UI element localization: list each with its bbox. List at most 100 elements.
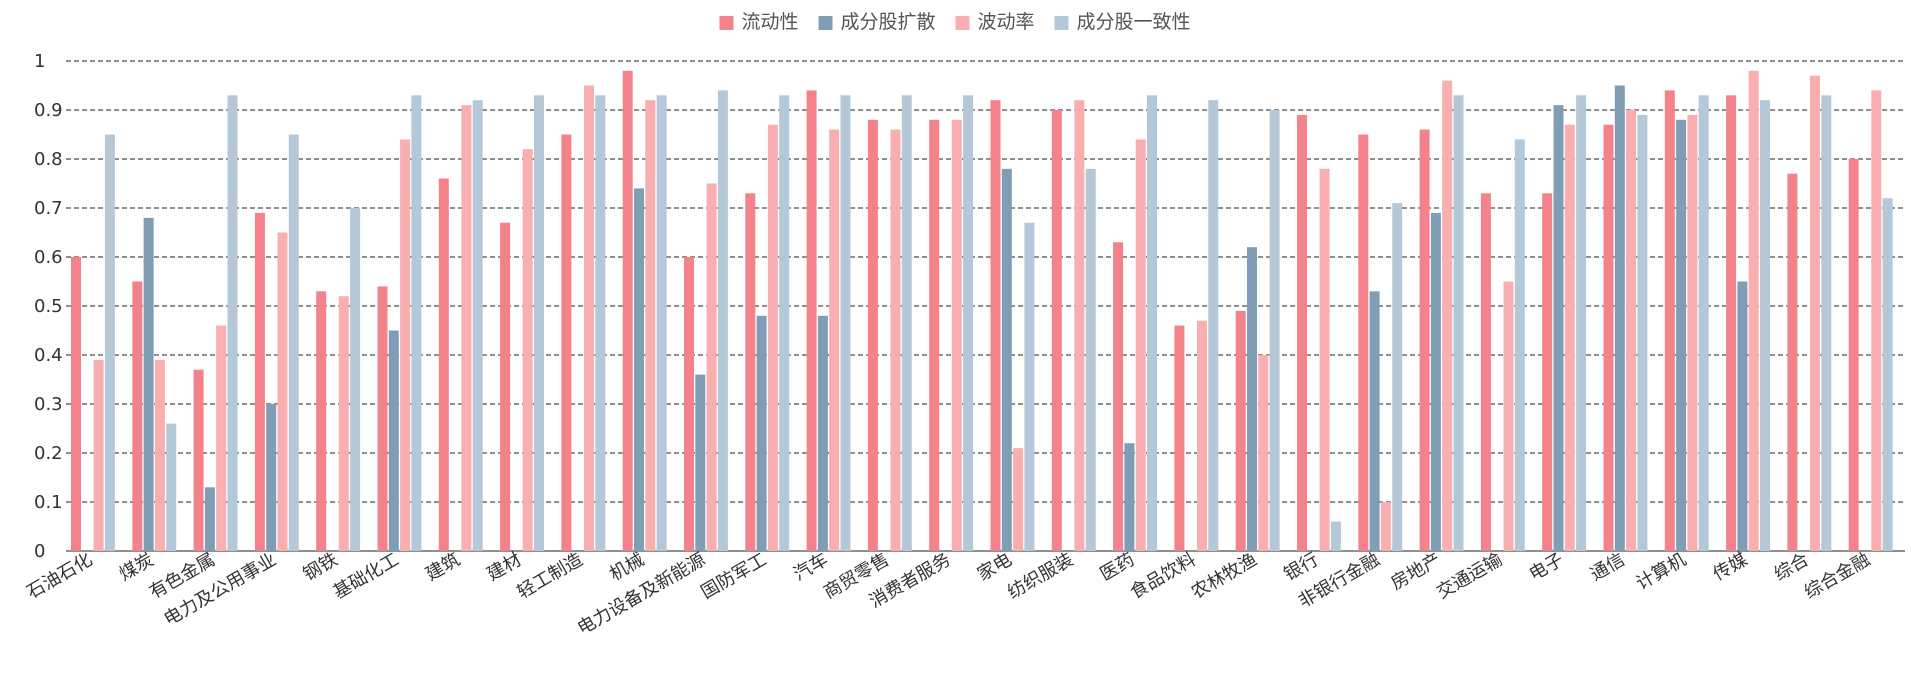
bar-波动率-机械 bbox=[645, 100, 656, 551]
bar-波动率-商贸零售 bbox=[890, 129, 901, 551]
bar-流动性-钢铁 bbox=[316, 291, 327, 551]
bar-成分股扩散-房地产 bbox=[1430, 212, 1441, 551]
bar-成分股一致性-银行 bbox=[1330, 521, 1341, 551]
y-tick-label: 0.5 bbox=[34, 296, 63, 317]
bar-成分股一致性-家电 bbox=[1024, 222, 1035, 551]
bar-成分股扩散-非银行金融 bbox=[1369, 291, 1380, 551]
bar-波动率-综合金融 bbox=[1871, 90, 1882, 552]
bar-成分股一致性-石油石化 bbox=[104, 134, 115, 551]
legend-label: 波动率 bbox=[978, 11, 1035, 33]
bar-流动性-农林牧渔 bbox=[1235, 310, 1246, 551]
legend-label: 流动性 bbox=[742, 11, 799, 33]
x-tick-label: 基础化工 bbox=[330, 549, 403, 603]
bar-成分股一致性-非银行金融 bbox=[1392, 203, 1403, 551]
bar-流动性-商贸零售 bbox=[867, 119, 878, 552]
x-tick-label: 传媒 bbox=[1710, 549, 1752, 585]
bar-流动性-通信 bbox=[1603, 124, 1614, 551]
bar-流动性-电力设备及新能源 bbox=[684, 257, 694, 551]
x-tick-label: 计算机 bbox=[1633, 549, 1690, 594]
bar-流动性-交通运输 bbox=[1480, 193, 1491, 552]
bar-波动率-纺织服装 bbox=[1074, 100, 1085, 551]
bar-成分股扩散-电子 bbox=[1553, 105, 1564, 551]
bar-波动率-医药 bbox=[1135, 139, 1146, 551]
legend-swatch bbox=[955, 16, 970, 30]
bar-流动性-食品饮料 bbox=[1174, 325, 1185, 551]
bar-成分股扩散-电力设备及新能源 bbox=[695, 374, 706, 551]
bar-流动性-汽车 bbox=[806, 90, 817, 552]
bar-成分股一致性-轻工制造 bbox=[595, 95, 606, 552]
bar-流动性-计算机 bbox=[1664, 90, 1675, 552]
y-tick-label: 0.6 bbox=[34, 247, 63, 268]
bar-波动率-消费者服务 bbox=[951, 119, 962, 552]
x-tick-label: 农林牧渔 bbox=[1188, 549, 1261, 603]
y-tick-label: 0.3 bbox=[34, 394, 63, 415]
bar-成分股一致性-建筑 bbox=[472, 100, 483, 551]
bar-流动性-房地产 bbox=[1419, 129, 1430, 551]
bar-成分股一致性-电力及公用事业 bbox=[288, 134, 299, 551]
x-tick-label: 医药 bbox=[1097, 549, 1139, 585]
x-tick-label: 综合 bbox=[1771, 549, 1813, 585]
bar-流动性-医药 bbox=[1113, 242, 1124, 552]
bar-波动率-建筑 bbox=[461, 105, 472, 551]
bar-波动率-轻工制造 bbox=[584, 85, 594, 551]
bar-波动率-电力设备及新能源 bbox=[706, 183, 717, 551]
bar-成分股扩散-国防军工 bbox=[756, 315, 767, 551]
bar-流动性-建材 bbox=[500, 222, 511, 551]
bar-波动率-有色金属 bbox=[216, 325, 227, 551]
bar-波动率-基础化工 bbox=[400, 139, 411, 551]
bar-波动率-农林牧渔 bbox=[1258, 355, 1269, 551]
legend: 流动性 成分股扩散 波动率 成分股一致性 bbox=[719, 11, 1191, 33]
x-tick-label: 轻工制造 bbox=[514, 549, 587, 603]
bar-流动性-传媒 bbox=[1726, 95, 1737, 552]
bar-成分股一致性-商贸零售 bbox=[901, 95, 912, 552]
legend-swatch bbox=[1054, 16, 1069, 30]
bar-波动率-银行 bbox=[1319, 168, 1330, 552]
bar-波动率-电力及公用事业 bbox=[277, 232, 288, 551]
bar-成分股一致性-农林牧渔 bbox=[1269, 110, 1280, 551]
legend-label: 成分股一致性 bbox=[1077, 11, 1191, 33]
bar-成分股一致性-消费者服务 bbox=[963, 95, 974, 552]
bar-波动率-综合 bbox=[1810, 75, 1820, 551]
bar-流动性-煤炭 bbox=[132, 281, 143, 551]
bar-流动性-综合 bbox=[1787, 173, 1798, 551]
bar-流动性-家电 bbox=[990, 100, 1001, 551]
bar-流动性-综合金融 bbox=[1848, 159, 1859, 551]
bar-流动性-国防军工 bbox=[745, 193, 756, 552]
y-tick-label: 0.7 bbox=[34, 198, 63, 219]
bar-流动性-消费者服务 bbox=[929, 119, 940, 552]
x-tick-label: 机械 bbox=[606, 549, 648, 585]
bar-成分股一致性-汽车 bbox=[840, 95, 851, 552]
legend-swatch bbox=[719, 16, 734, 30]
y-tick-label: 0.1 bbox=[34, 492, 63, 513]
gridlines bbox=[66, 60, 1905, 552]
bar-成分股一致性-计算机 bbox=[1698, 95, 1709, 552]
y-tick-label: 0.4 bbox=[34, 345, 63, 366]
bars bbox=[71, 70, 1893, 552]
bar-波动率-房地产 bbox=[1442, 80, 1453, 551]
bar-成分股一致性-基础化工 bbox=[411, 95, 422, 552]
bar-流动性-机械 bbox=[622, 70, 633, 552]
bar-波动率-非银行金融 bbox=[1380, 502, 1391, 551]
bar-成分股一致性-煤炭 bbox=[166, 423, 177, 551]
x-tick-label: 交通运输 bbox=[1433, 549, 1506, 603]
bar-流动性-电力及公用事业 bbox=[254, 212, 265, 551]
bar-流动性-银行 bbox=[1297, 114, 1307, 552]
x-tick-label: 煤炭 bbox=[116, 549, 158, 585]
bar-波动率-交通运输 bbox=[1503, 281, 1514, 551]
y-tick-label: 0.2 bbox=[34, 443, 63, 464]
bar-成分股扩散-煤炭 bbox=[143, 217, 154, 552]
bar-波动率-传媒 bbox=[1748, 70, 1759, 552]
bar-流动性-纺织服装 bbox=[1051, 110, 1062, 551]
bar-成分股扩散-传媒 bbox=[1737, 281, 1748, 551]
bar-流动性-有色金属 bbox=[193, 369, 204, 551]
x-tick-label: 综合金融 bbox=[1801, 549, 1874, 603]
y-axis: 0 0.1 0.2 0.3 0.4 0.5 0.6 0.7 0.8 0.9 1 bbox=[34, 51, 63, 562]
bar-成分股一致性-医药 bbox=[1147, 95, 1157, 552]
y-tick-label: 1 bbox=[34, 51, 45, 72]
bar-成分股扩散-家电 bbox=[1001, 168, 1012, 552]
bar-成分股扩散-机械 bbox=[634, 188, 644, 551]
bar-成分股扩散-基础化工 bbox=[388, 330, 399, 551]
bar-波动率-汽车 bbox=[829, 129, 840, 551]
